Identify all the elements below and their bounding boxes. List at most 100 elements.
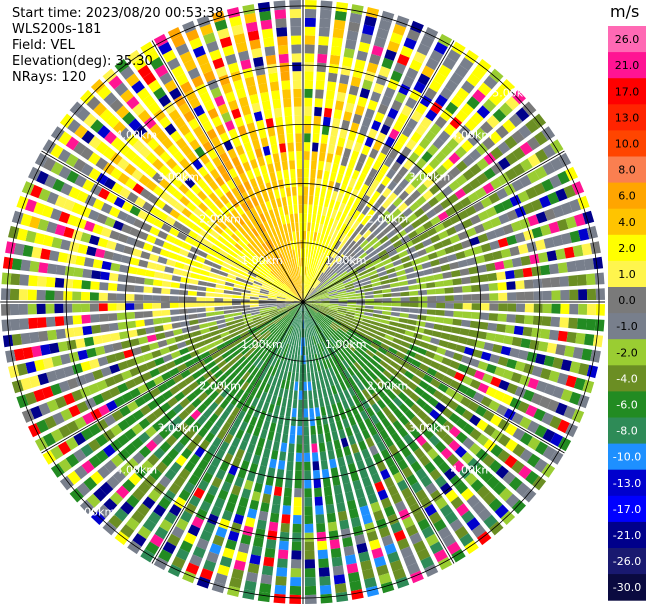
ray-gate	[328, 357, 335, 367]
ray-gate	[584, 258, 595, 271]
ray-gate	[319, 308, 328, 313]
ray-gate	[350, 516, 362, 528]
colorbar-tick-label: -4.0	[616, 372, 637, 385]
ray-gate	[175, 454, 187, 467]
ray-gate	[291, 308, 298, 317]
ray-gate	[92, 259, 103, 269]
ray-gate	[239, 440, 248, 451]
colorbar-swatch	[608, 208, 646, 236]
ray-gate	[274, 339, 281, 348]
ray-gate	[294, 299, 303, 302]
ray-gate	[313, 196, 319, 206]
ray-gate	[374, 377, 385, 388]
ray-gate	[72, 279, 82, 289]
ray-gate	[449, 116, 463, 130]
ray-gate	[172, 164, 184, 176]
ray-gate	[555, 188, 568, 202]
ray-gate	[280, 322, 288, 331]
ray-gate	[298, 337, 301, 347]
ray-gate	[167, 57, 181, 71]
ray-gate	[415, 369, 426, 379]
ray-gate	[295, 461, 302, 471]
ray-gate	[158, 475, 172, 488]
ray-gate	[444, 245, 455, 255]
ray-gate	[389, 234, 400, 244]
ray-gate	[295, 142, 302, 152]
ray-gate	[250, 252, 259, 261]
ray-gate	[157, 364, 168, 374]
ray-gate	[458, 466, 472, 480]
ray-gate	[327, 287, 337, 293]
ray-gate	[373, 294, 383, 298]
ray-gate	[218, 249, 229, 258]
ray-gate	[149, 368, 160, 378]
ray-gate	[228, 223, 238, 233]
ray-gate	[242, 525, 254, 537]
ray-gate	[276, 423, 283, 434]
ray-gate	[434, 191, 446, 202]
ray-gate	[319, 451, 327, 461]
ray-gate	[342, 247, 351, 256]
ray-gate	[457, 336, 468, 345]
ray-gate	[100, 227, 112, 238]
ray-gate	[472, 501, 486, 515]
ray-gate	[318, 311, 326, 317]
ray-gate	[290, 425, 296, 435]
ray-gate	[548, 221, 560, 234]
ray-gate	[578, 228, 590, 241]
ray-gate	[303, 300, 312, 302]
ray-gate	[293, 497, 302, 507]
ray-gate	[272, 246, 279, 256]
ray-gate	[239, 330, 249, 338]
ray-gate	[242, 589, 256, 600]
ray-gate	[244, 12, 257, 24]
ray-gate	[290, 17, 302, 27]
ray-gate	[278, 369, 285, 380]
ray-gate	[303, 302, 312, 304]
ray-gate	[294, 115, 302, 125]
ray-gate	[474, 255, 486, 264]
ray-gate	[386, 424, 397, 436]
ray-gate	[319, 397, 325, 408]
ray-gate	[418, 296, 428, 302]
ray-gate	[285, 325, 291, 334]
ray-gate	[274, 317, 283, 325]
ray-gate	[440, 109, 453, 122]
ray-gate	[242, 4, 256, 15]
ray-gate	[234, 338, 244, 346]
ray-gate	[92, 369, 104, 381]
ray-gate	[267, 300, 277, 302]
ray-gate	[541, 412, 554, 426]
ray-gate	[157, 256, 168, 265]
ray-gate	[74, 465, 88, 480]
ray-gate	[403, 433, 414, 445]
ray-gate	[251, 313, 261, 319]
ray-gate	[381, 175, 391, 187]
ray-gate	[64, 266, 75, 277]
ray-gate	[384, 456, 396, 468]
ray-gate	[463, 346, 475, 356]
ray-gate	[110, 439, 123, 452]
ray-gate	[173, 357, 184, 366]
ray-gate	[349, 341, 358, 350]
ray-gate	[140, 131, 154, 144]
ray-gate	[449, 261, 460, 270]
ray-gate	[532, 475, 547, 491]
ray-gate	[145, 412, 158, 424]
ray-gate	[168, 367, 180, 377]
ray-gate	[42, 357, 54, 370]
ray-gate	[327, 257, 334, 266]
ray-gate	[489, 68, 504, 83]
ray-gate	[277, 306, 287, 311]
ray-gate	[210, 505, 222, 517]
ray-gate	[59, 113, 74, 129]
ray-gate	[476, 531, 492, 546]
ray-gate	[172, 328, 183, 336]
ray-gate	[173, 151, 185, 163]
ray-gate	[152, 158, 164, 171]
ray-gate	[165, 234, 176, 244]
ray-gate	[542, 290, 552, 301]
ray-gate	[550, 316, 561, 328]
ray-gate	[225, 190, 235, 201]
ray-gate	[327, 327, 335, 335]
